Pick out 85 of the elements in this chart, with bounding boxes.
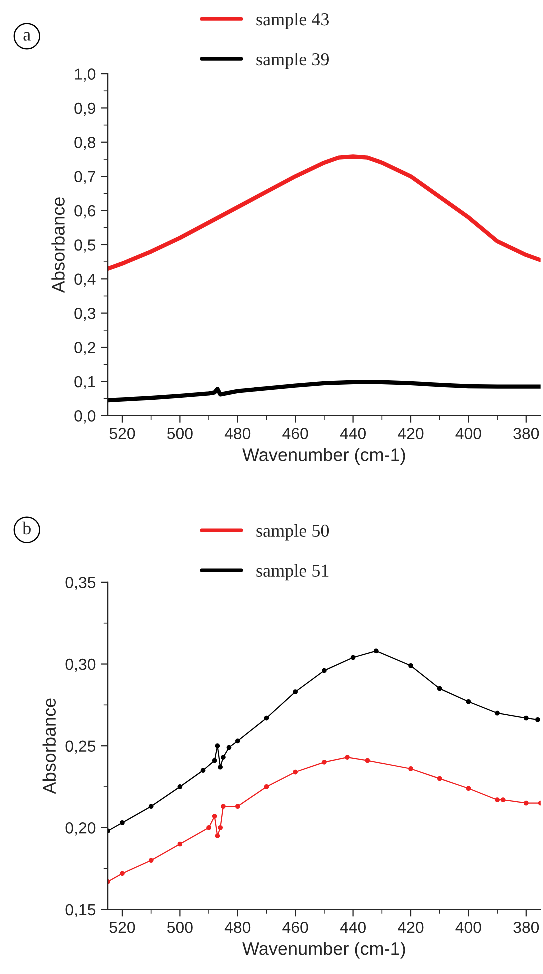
- point: [345, 755, 350, 760]
- point: [524, 716, 529, 721]
- point: [524, 800, 529, 806]
- x-tick-label: 460: [282, 428, 308, 440]
- x-axis-title: Wavenumber (cm-1): [242, 942, 406, 959]
- y-tick-label: 0,30: [66, 658, 96, 672]
- y-tick-label: 0,25: [66, 740, 96, 754]
- point: [221, 804, 226, 810]
- point: [148, 858, 154, 864]
- x-tick-label: 380: [514, 428, 540, 440]
- point: [350, 655, 356, 660]
- x-tick-label: 480: [224, 922, 251, 934]
- legend-label: sample 50: [256, 524, 330, 541]
- point: [408, 766, 414, 772]
- x-tick-label: 500: [168, 922, 193, 934]
- legend-label: sample 43: [256, 12, 330, 30]
- y-tick-label: 0,3: [74, 308, 96, 322]
- y-tick-label: 0,8: [74, 137, 96, 150]
- point: [215, 834, 220, 839]
- point: [120, 820, 125, 826]
- point: [215, 744, 220, 749]
- point: [120, 871, 125, 876]
- x-tick-label: 480: [224, 428, 251, 440]
- point: [200, 768, 206, 774]
- y-axis-title: Absorbance: [42, 698, 56, 794]
- x-tick-label: 520: [110, 922, 136, 934]
- y-tick-label: 0,15: [66, 904, 96, 918]
- point: [264, 784, 270, 790]
- x-tick-label: 380: [514, 922, 540, 934]
- point: [437, 686, 442, 692]
- legend-label: sample 51: [256, 564, 329, 581]
- point: [235, 738, 240, 744]
- x-tick-label: 400: [456, 922, 482, 934]
- point: [293, 770, 298, 775]
- point: [218, 764, 224, 770]
- point: [437, 776, 442, 782]
- y-tick-label: 0,1: [74, 376, 96, 390]
- x-tick-label: 500: [168, 428, 193, 440]
- y-tick-label: 0,20: [66, 822, 96, 836]
- point: [536, 717, 540, 722]
- y-tick-label: 0,35: [66, 577, 96, 590]
- point: [466, 786, 472, 792]
- point: [178, 784, 183, 790]
- y-tick-label: 0,6: [74, 205, 96, 219]
- y-tick-label: 0,9: [74, 102, 96, 116]
- point: [408, 663, 414, 668]
- y-tick-label: 0,0: [74, 410, 96, 424]
- point: [226, 745, 232, 750]
- x-tick-label: 520: [110, 428, 136, 440]
- point: [374, 648, 379, 654]
- point: [264, 716, 270, 721]
- point: [178, 842, 183, 847]
- point: [466, 699, 472, 704]
- point: [212, 814, 218, 819]
- point: [235, 804, 240, 810]
- point: [322, 668, 327, 674]
- y-tick-label: 1,0: [75, 68, 96, 82]
- y-tick-label: 0,5: [74, 240, 96, 253]
- x-tick-label: 440: [340, 922, 366, 934]
- point: [322, 760, 327, 765]
- point: [500, 798, 506, 803]
- point: [495, 710, 500, 716]
- text: a: [24, 32, 31, 41]
- text: b: [22, 522, 31, 535]
- line-series: [108, 154, 541, 271]
- x-tick-label: 420: [398, 922, 424, 934]
- y-axis-title: Absorbance: [52, 198, 65, 294]
- point: [495, 798, 500, 803]
- point: [218, 825, 224, 830]
- point: [212, 758, 218, 764]
- line-series: [108, 380, 541, 403]
- x-tick-label: 420: [398, 428, 424, 440]
- legend-label: sample 39: [256, 52, 329, 70]
- point: [221, 755, 226, 760]
- x-tick-label: 460: [282, 922, 308, 934]
- point: [148, 804, 154, 810]
- point: [206, 825, 212, 830]
- point: [365, 758, 370, 764]
- y-tick-label: 0,7: [74, 171, 96, 184]
- x-tick-label: 400: [456, 428, 482, 440]
- point: [293, 690, 298, 695]
- x-tick-label: 440: [340, 428, 366, 440]
- y-tick-label: 0,2: [74, 342, 96, 356]
- y-tick-label: 0,4: [74, 274, 96, 287]
- x-axis-title: Wavenumber (cm-1): [242, 448, 406, 465]
